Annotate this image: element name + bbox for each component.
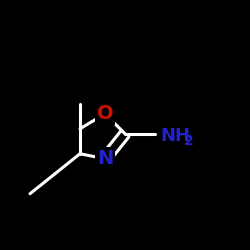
Text: 2: 2	[184, 134, 194, 148]
Text: O: O	[97, 104, 113, 123]
Text: N: N	[97, 149, 113, 168]
Text: NH: NH	[160, 127, 190, 145]
